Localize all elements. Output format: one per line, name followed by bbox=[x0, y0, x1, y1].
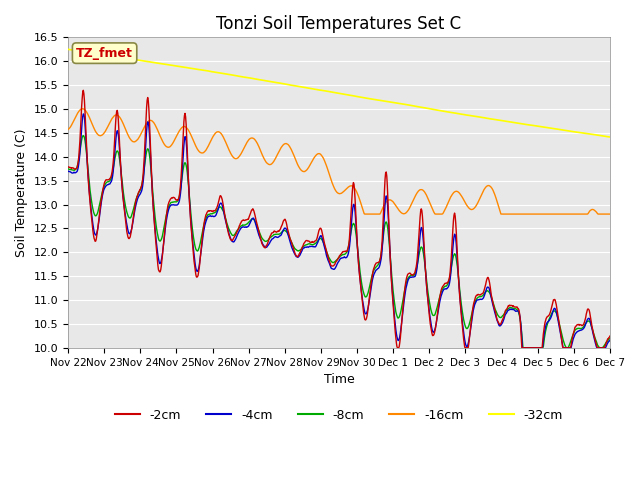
X-axis label: Time: Time bbox=[324, 373, 355, 386]
Text: TZ_fmet: TZ_fmet bbox=[76, 47, 133, 60]
Title: Tonzi Soil Temperatures Set C: Tonzi Soil Temperatures Set C bbox=[216, 15, 461, 33]
Legend: -2cm, -4cm, -8cm, -16cm, -32cm: -2cm, -4cm, -8cm, -16cm, -32cm bbox=[110, 404, 568, 427]
Y-axis label: Soil Temperature (C): Soil Temperature (C) bbox=[15, 128, 28, 257]
